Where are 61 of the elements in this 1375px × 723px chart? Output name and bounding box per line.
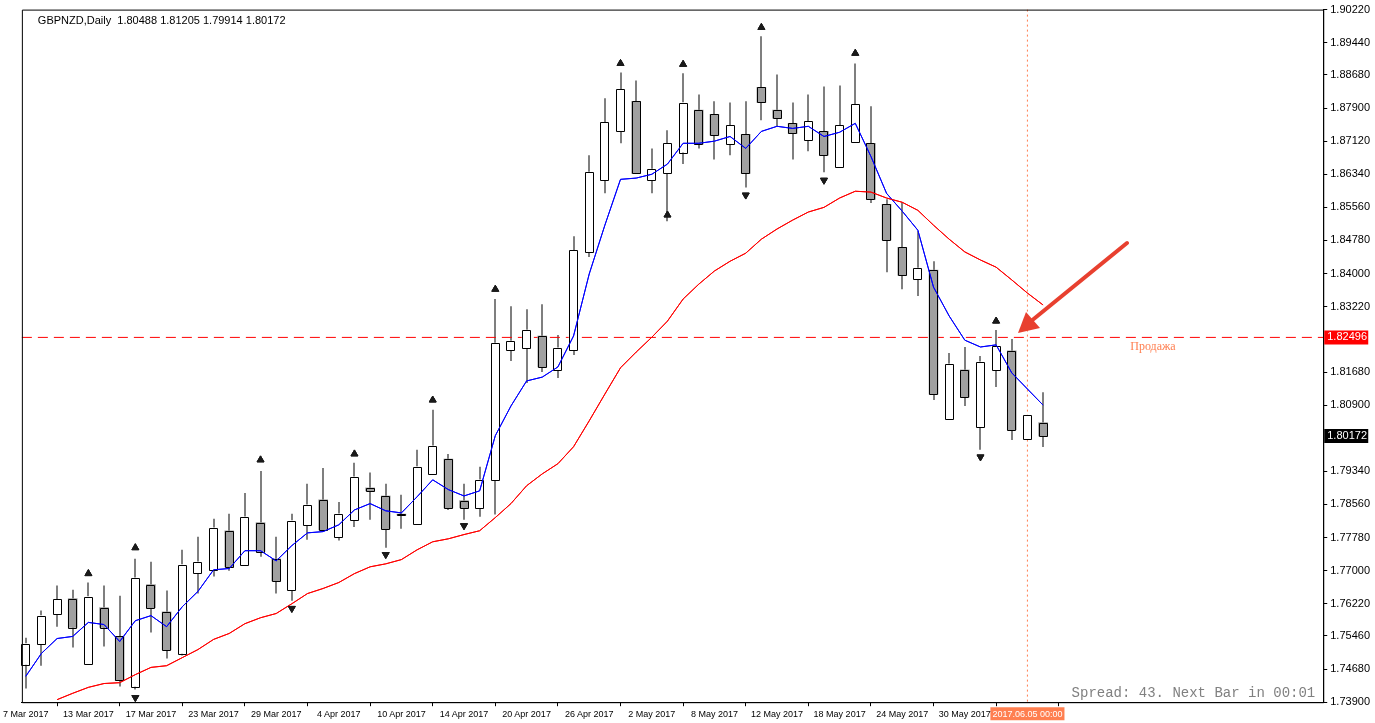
x-tick-label: 8 May 2017 <box>690 709 738 720</box>
y-tick-label: 1.83220 <box>1330 299 1370 312</box>
x-tick-label: 14 Apr 2017 <box>439 709 489 720</box>
x-tick-label: 17 Mar 2017 <box>125 709 177 720</box>
y-tick-label: 1.87900 <box>1330 101 1370 114</box>
x-tick-label: 2017.06.05 00:00 <box>992 709 1063 720</box>
x-tick-label: 10 Apr 2017 <box>377 709 426 720</box>
y-tick-label: 1.75460 <box>1330 629 1370 642</box>
x-tick-label: 13 Mar 2017 <box>63 709 114 720</box>
x-tick-label: 20 Apr 2017 <box>502 709 551 720</box>
ref-line-label: 1.82496 <box>1327 330 1367 343</box>
point <box>616 59 625 66</box>
x-tick-label: 7 Mar 2017 <box>3 709 49 720</box>
point <box>741 192 750 200</box>
point <box>757 22 766 30</box>
point <box>491 284 500 292</box>
point <box>350 449 359 457</box>
point <box>428 395 437 403</box>
point <box>663 210 672 218</box>
y-tick-label: 1.88680 <box>1330 67 1370 80</box>
point <box>131 695 140 703</box>
point <box>851 48 860 56</box>
x-tick-label: 2 May 2017 <box>628 709 676 720</box>
x-tick-label: 26 Apr 2017 <box>564 709 614 720</box>
y-tick-label: 1.77780 <box>1330 530 1370 543</box>
y-tick-label: 1.87120 <box>1330 134 1370 147</box>
y-tick-label: 1.84780 <box>1330 233 1370 246</box>
point <box>131 543 140 551</box>
point <box>976 454 985 462</box>
y-tick-label: 1.89440 <box>1330 35 1370 48</box>
y-tick-label: 1.85560 <box>1330 200 1370 213</box>
x-tick-label: 18 May 2017 <box>813 709 866 720</box>
y-tick-label: 1.78560 <box>1330 497 1370 510</box>
point <box>460 523 468 531</box>
text: 1.80172 <box>1327 429 1367 442</box>
point <box>287 605 296 613</box>
y-tick-label: 1.81680 <box>1330 365 1370 378</box>
y-tick-label: 1.73900 <box>1330 695 1370 708</box>
x-tick-label: 12 May 2017 <box>751 709 804 720</box>
chart-title: GBPNZD,Daily 1.80488 1.81205 1.79914 1.80172 <box>37 14 286 27</box>
text: Продажа <box>1130 338 1177 353</box>
point <box>992 316 1001 324</box>
point <box>381 552 390 560</box>
y-tick-label: 1.80900 <box>1330 398 1370 411</box>
x-tick-label: 30 May 2017 <box>938 709 991 720</box>
x-tick-label: 24 May 2017 <box>876 709 929 720</box>
point <box>256 455 265 463</box>
y-tick-label: 1.76220 <box>1330 596 1370 609</box>
text: Spread: 43. Next Bar in 00:01 <box>1071 684 1316 701</box>
point <box>84 569 93 577</box>
y-tick-label: 1.86340 <box>1330 167 1370 180</box>
x-tick-label: 29 Mar 2017 <box>250 709 302 720</box>
y-tick-label: 1.84000 <box>1330 266 1370 279</box>
x-tick-label: 23 Mar 2017 <box>188 709 239 720</box>
point <box>679 59 688 67</box>
x-tick-label: 4 Apr 2017 <box>317 709 361 720</box>
y-tick-label: 1.74680 <box>1330 662 1370 675</box>
y-tick-label: 1.77000 <box>1330 563 1370 576</box>
y-tick-label: 1.79340 <box>1330 464 1370 477</box>
y-tick-label: 1.90220 <box>1330 2 1370 15</box>
point <box>820 177 828 185</box>
